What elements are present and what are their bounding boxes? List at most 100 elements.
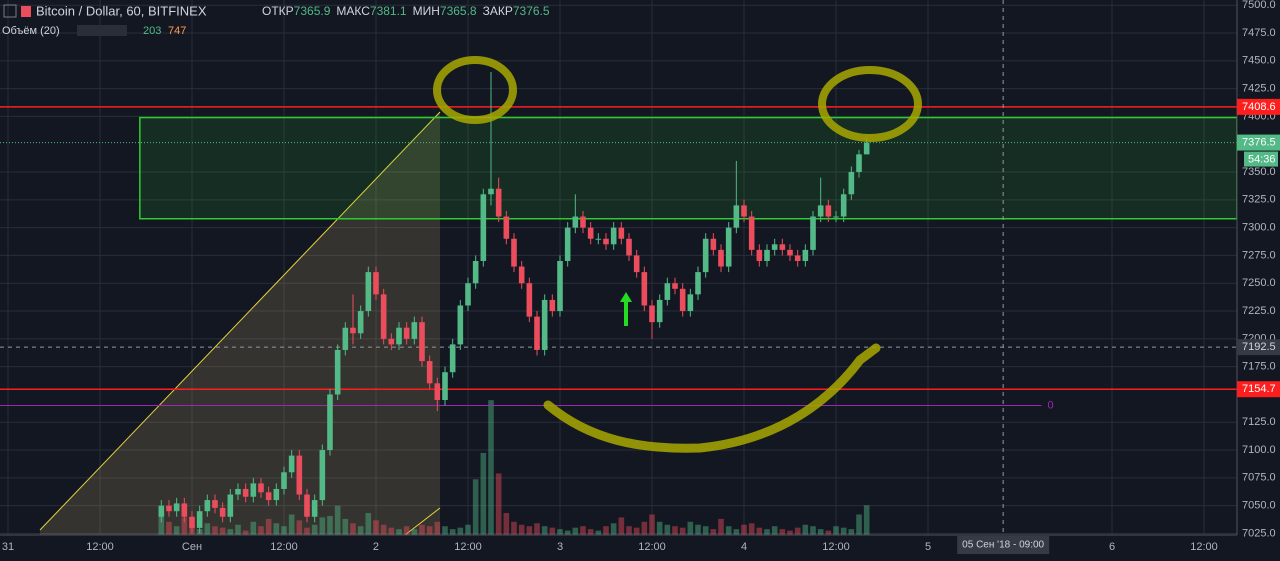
candle-body [357,311,364,334]
x-tick-label: 12:00 [638,541,666,553]
y-tick-label: 7100.0 [1242,444,1276,456]
volume-bar [319,517,326,535]
candle-body [641,272,648,306]
candle-body [288,455,295,473]
candle-body [396,327,402,345]
symbol-title[interactable]: Bitcoin / Dollar, 60, BITFINEX [36,3,207,18]
candle-body [235,488,241,495]
volume-bar [779,529,786,535]
volume-bar [388,527,395,535]
volume-bar [733,529,740,535]
volume-bar [626,526,632,535]
candle-body [503,216,510,239]
candle-body [580,216,586,228]
y-tick-label: 7500.0 [1242,0,1276,11]
x-tick-label: 12:00 [454,541,482,553]
y-tick-label: 7450.0 [1242,55,1276,67]
volume-bar [610,523,617,535]
candle-body [373,272,379,295]
ohlc-label: МИН [413,4,440,18]
level-label-bg [1237,98,1280,115]
candle-body [388,338,395,345]
volume-bar [173,526,180,535]
volume-bar [480,452,487,535]
volume-bar [403,526,410,535]
y-tick-label: 7475.0 [1242,27,1276,39]
ohlc-value: 7365.9 [294,4,331,18]
hand-drawings [433,56,922,453]
volume-bar [518,524,525,535]
y-tick-label: 7300.0 [1242,222,1276,234]
volume-bar [265,518,272,535]
candle-body [848,172,855,195]
level-label: 7154.7 [1242,383,1276,395]
level-label-bg [1237,381,1280,398]
candle-body [779,244,786,250]
ohlc-value: 7365.8 [440,4,477,18]
volume-bar [848,529,855,535]
volume-bar [664,524,671,535]
volume-title[interactable]: Объём (20) [2,25,60,37]
level-label: 7408.6 [1242,101,1276,113]
volume-bar [672,526,678,535]
levels: 0 [0,0,1238,535]
last-price-bg [1237,134,1280,151]
study-buttons[interactable] [77,25,127,36]
y-tick-label: 7075.0 [1242,472,1276,484]
x-tick-label: 4 [741,541,747,553]
volume-bar [587,529,594,535]
candle-body [787,249,793,256]
volume-bar [748,523,755,535]
candle-body [204,500,211,512]
candle-body [649,305,655,323]
countdown-bg [1244,151,1278,167]
volume-bar [357,526,364,535]
candle-body [465,283,471,306]
candle-body [572,216,579,228]
candle-body [342,327,349,350]
volume-bar [572,527,579,535]
candle-body [664,283,671,300]
x-tick-label: 31 [2,541,14,553]
y-tick-label: 7025.0 [1242,527,1276,539]
candle-body [549,299,556,312]
x-tick-label: 6 [1109,541,1115,553]
volume-bar [311,524,318,535]
volume-bar [342,518,349,535]
candle-body [250,483,257,497]
candle-body [403,327,410,339]
ohlc-label: ЗАКР [483,4,513,18]
volume-bar [411,529,418,535]
candle-body [457,305,464,345]
volume-value: 203 [143,25,161,37]
candle-body [319,450,326,501]
candle-body [518,266,525,284]
volume-bar [419,524,425,535]
crosshair-time-bg [957,536,1050,554]
volume-bar [227,529,234,535]
last-price-label: 7376.5 [1242,136,1276,148]
candle-body [181,503,188,517]
volume-bar [250,521,257,535]
candle-body [610,227,617,245]
volume-bar [856,514,862,535]
volume-bar [495,473,502,535]
ohlc-legend: ОТКР7365.9 МАКС7381.1 МИН7365.8 ЗАКР7376.5 [262,4,550,18]
x-tick-label: 12:00 [822,541,850,553]
candle-body [166,505,172,512]
volume-bar [557,529,563,535]
volume-bar [534,523,540,535]
candle-body [687,294,694,312]
candle-body [541,299,548,350]
volume-bar [725,526,732,535]
volume-bar [426,526,433,535]
volume-bar [365,513,372,535]
volume-bar [710,529,717,535]
candle-body [534,316,540,350]
volume-bar [350,523,356,535]
volume-bar [296,520,303,535]
collapse-icon[interactable] [3,4,17,18]
volume-bar [840,527,847,535]
trend-line [39,111,441,531]
volume-bar [794,527,801,535]
